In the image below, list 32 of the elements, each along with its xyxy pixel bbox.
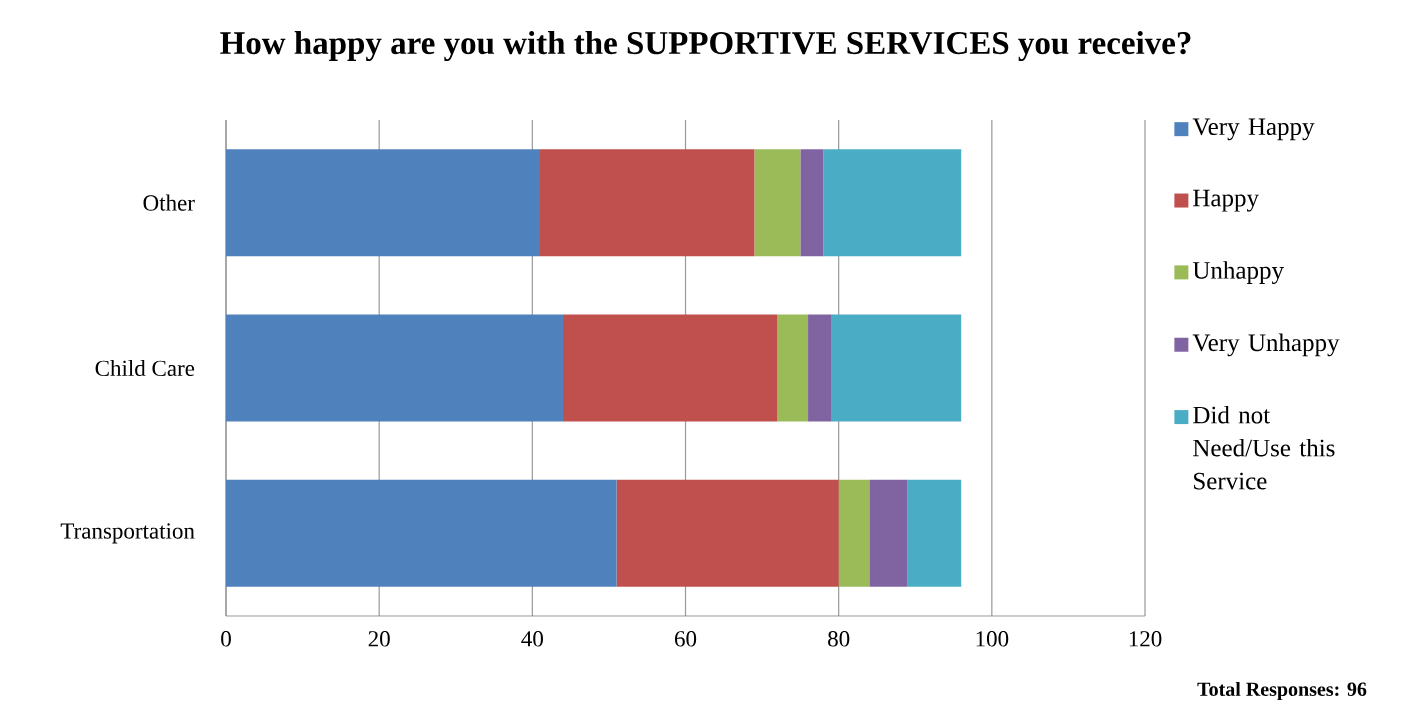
bar [831, 314, 962, 422]
y-tick-label: Other [143, 194, 195, 211]
bar [777, 314, 809, 422]
bar [540, 149, 755, 257]
chart-title: How happy are you with the SUPPORTIVE SERVICES you receive? [220, 30, 1191, 61]
bar [823, 149, 962, 257]
legend-label: Unhappy [1192, 261, 1284, 284]
bar [838, 479, 870, 587]
bar [869, 479, 908, 587]
y-tick-label: Transportation [60, 523, 195, 544]
bar [226, 479, 617, 587]
legend-label: Happy [1193, 189, 1259, 212]
legend-label: Very Unhappy [1192, 333, 1340, 357]
x-tick-label: 80 [828, 631, 850, 647]
bar [907, 479, 962, 587]
x-tick-label: 20 [368, 631, 390, 647]
legend-label: Very Happy [1192, 118, 1315, 141]
x-tick-label: 0 [221, 631, 231, 647]
bar [226, 314, 563, 422]
x-tick-label: 40 [521, 631, 543, 647]
bar [226, 149, 540, 257]
bar [616, 479, 839, 587]
legend-label: Did not Need/Use this Service [1193, 405, 1335, 490]
x-tick-label: 100 [976, 631, 1009, 647]
bar [562, 314, 778, 422]
x-tick-label: 60 [674, 631, 697, 647]
text: Total Responses: 96 [1197, 681, 1367, 701]
bar [800, 149, 824, 257]
y-tick-label: Child Care [95, 359, 195, 377]
bar [808, 314, 832, 422]
bar [754, 149, 801, 257]
x-tick-label: 120 [1129, 631, 1162, 647]
